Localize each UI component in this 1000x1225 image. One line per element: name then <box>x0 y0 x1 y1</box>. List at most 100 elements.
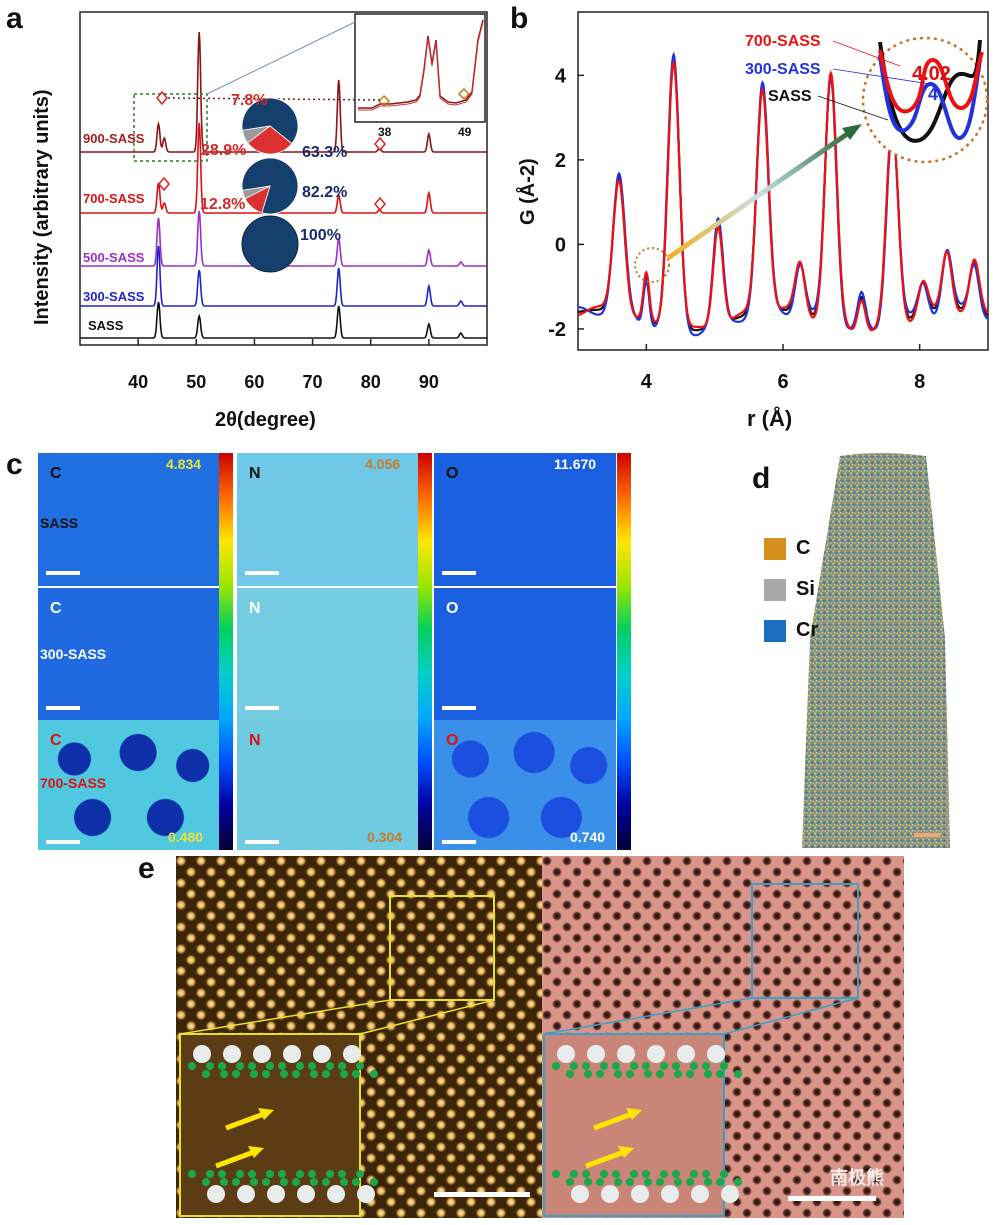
atom-marker <box>690 1062 698 1070</box>
apt-legend-cr: Cr <box>764 619 818 642</box>
atom-marker <box>202 1070 210 1078</box>
series-label-900: 900-SASS <box>83 131 145 146</box>
xrd-curves <box>80 31 487 339</box>
zoom-inset-left <box>179 1033 378 1217</box>
roi-connector <box>543 997 753 1035</box>
xrd-y-label: Intensity (arbitrary units) <box>31 89 53 325</box>
pie-slice <box>241 185 271 200</box>
inset-tick-38: 38 <box>378 125 392 139</box>
atom-marker <box>340 1178 348 1186</box>
zoom-annot-4: 4 <box>928 84 938 104</box>
map-c-300-sass <box>38 588 220 721</box>
watermark: 南极熊 <box>830 1167 884 1188</box>
legend-swatch-si <box>764 578 786 601</box>
scale-bar-left <box>434 1192 530 1197</box>
atom-marker <box>626 1178 634 1186</box>
atom-marker <box>612 1170 620 1178</box>
zoom-circle-large <box>861 36 989 164</box>
x-tick-label: 90 <box>419 372 439 392</box>
atom-marker <box>584 1070 592 1078</box>
atom-marker <box>220 1070 228 1078</box>
xrd-x-ticks: 40 50 60 70 80 90 <box>128 339 439 392</box>
zoom-curve-700 <box>878 49 984 114</box>
atom-marker <box>296 1170 304 1178</box>
atom-marker <box>720 1170 728 1178</box>
pie-label-28-9: 28.9% <box>201 142 246 159</box>
atom-marker <box>674 1178 682 1186</box>
roi-connector <box>359 999 495 1035</box>
atom-marker <box>644 1070 652 1078</box>
legend-300: 300-SASS <box>745 61 821 78</box>
atom-marker <box>232 1070 240 1078</box>
atom-marker <box>601 1185 619 1203</box>
map-element-label: O <box>446 732 459 749</box>
map-min-value: 0.740 <box>570 829 606 845</box>
atom-marker <box>193 1045 211 1063</box>
panel-label-d: d <box>752 462 771 495</box>
atom-marker <box>308 1062 316 1070</box>
atom-marker <box>357 1185 375 1203</box>
map-scale-bar <box>46 571 80 575</box>
zoom-curve-sass <box>878 39 982 143</box>
atom-marker <box>322 1070 330 1078</box>
atom-marker <box>326 1170 334 1178</box>
xrd-series-line <box>80 31 487 153</box>
inset-diamond-marker <box>377 94 391 108</box>
atom-marker <box>310 1178 318 1186</box>
atom-marker <box>672 1170 680 1178</box>
x-tick-label: 8 <box>914 371 925 393</box>
phase-diamond-marker <box>374 136 386 152</box>
atom-marker <box>596 1178 604 1186</box>
roi-connector <box>723 997 859 1035</box>
map-element-label: C <box>50 465 62 482</box>
series-label-sass: SASS <box>88 318 124 333</box>
atom-marker <box>267 1185 285 1203</box>
map-n-700-sass <box>237 720 419 850</box>
panel-label-c: c <box>6 448 23 481</box>
map-sample-label: 700-SASS <box>40 775 107 791</box>
map-sample-label: SASS <box>40 515 79 531</box>
atom-marker <box>352 1178 360 1186</box>
atom-marker <box>734 1070 742 1078</box>
apt-reconstruction <box>802 453 950 848</box>
atom-marker <box>338 1170 346 1178</box>
atom-marker <box>327 1185 345 1203</box>
atom-marker <box>644 1178 652 1186</box>
roi-connector <box>179 999 391 1035</box>
atom-marker <box>704 1070 712 1078</box>
x-tick-label: 40 <box>128 372 148 392</box>
x-tick-label: 70 <box>303 372 323 392</box>
atom-marker <box>250 1070 258 1078</box>
pdf-series-line <box>577 59 989 332</box>
atom-marker <box>582 1170 590 1178</box>
atom-marker <box>630 1062 638 1070</box>
atom-marker <box>352 1070 360 1078</box>
atom-marker <box>207 1185 225 1203</box>
atom-marker <box>647 1045 665 1063</box>
atom-marker <box>656 1178 664 1186</box>
legend-leader <box>832 68 931 85</box>
pdf-x-label: r (Å) <box>747 405 792 431</box>
atom-marker <box>677 1045 695 1063</box>
legend-700: 700-SASS <box>745 33 821 50</box>
pdf-curves <box>577 51 989 337</box>
atom-marker <box>218 1170 226 1178</box>
map-scale-bar <box>442 706 476 710</box>
atom-marker <box>570 1170 578 1178</box>
atom-marker <box>292 1070 300 1078</box>
atom-marker <box>218 1062 226 1070</box>
colorbar <box>617 453 631 850</box>
atom-marker <box>674 1070 682 1078</box>
y-tick-label: -2 <box>548 319 566 341</box>
map-o-sass <box>434 453 616 586</box>
phase-diamond-marker <box>158 176 170 192</box>
y-tick-label: 2 <box>555 150 566 172</box>
legend-label-si: Si <box>796 578 815 600</box>
atom-marker <box>283 1045 301 1063</box>
abf-image-right: 南极熊 <box>542 856 904 1218</box>
x-tick-label: 6 <box>777 371 788 393</box>
atom-marker <box>582 1062 590 1070</box>
atom-marker <box>721 1185 739 1203</box>
apt-legend-c: C <box>764 537 810 560</box>
map-c-sass <box>38 453 220 586</box>
